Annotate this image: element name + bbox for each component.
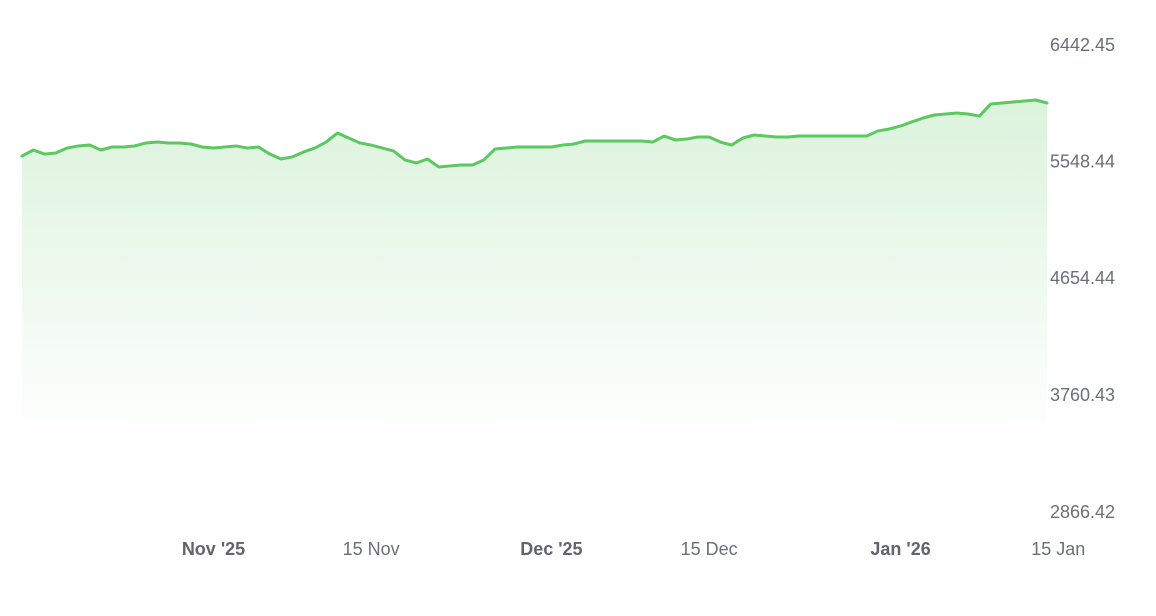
y-tick-label: 4654.44 [1050,268,1115,288]
y-tick-label: 5548.44 [1050,152,1115,172]
x-tick-label: 15 Dec [681,539,738,559]
y-tick-label: 6442.45 [1050,35,1115,55]
y-tick-label: 3760.43 [1050,385,1115,405]
x-tick-label: Jan '26 [870,539,930,559]
line [20,98,1049,169]
x-tick-label: 15 Jan [1031,539,1085,559]
x-tick-label: Nov '25 [182,539,245,559]
x-tick-label: Dec '25 [520,539,582,559]
area-fill [22,99,1047,446]
y-tick-label: 2866.42 [1050,502,1115,522]
x-tick-label: 15 Nov [343,539,400,559]
